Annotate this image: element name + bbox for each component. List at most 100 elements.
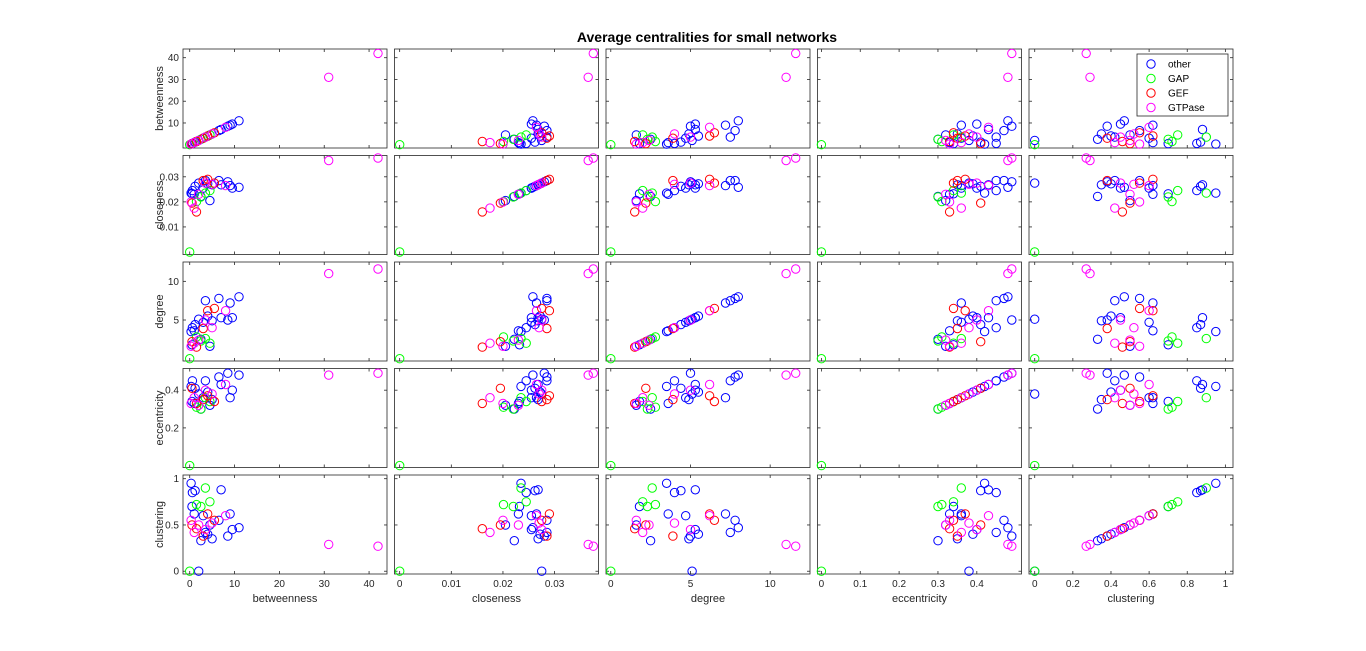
point-other (676, 486, 686, 496)
y-tick-label: 1 (173, 474, 179, 485)
point-gef (477, 398, 487, 409)
legend: other GAP GEF GTPase (1136, 53, 1229, 117)
point-gtpase (531, 122, 542, 133)
point-other (531, 298, 542, 308)
x-tick-label: 20 (274, 579, 286, 590)
point-gap (1163, 501, 1173, 512)
point-gef (544, 131, 555, 141)
panel-closeness-vs-clustering (1028, 153, 1234, 257)
point-other (979, 326, 990, 337)
point-other (999, 515, 1009, 525)
point-gtpase (534, 389, 544, 399)
panel-frame (605, 261, 811, 362)
point-other (1003, 292, 1013, 302)
y-tick-label: 10 (168, 118, 180, 129)
point-gap (185, 460, 195, 471)
point-gtpase (791, 541, 801, 551)
point-gtpase (498, 398, 508, 409)
point-other (225, 298, 235, 308)
x-tick-label: 0.01 (442, 579, 462, 590)
legend-box (1136, 53, 1229, 117)
point-other (187, 340, 197, 350)
point-gtpase (373, 153, 383, 163)
point-other (1110, 376, 1120, 386)
point-gtpase (537, 132, 547, 142)
point-gtpase (1081, 368, 1091, 378)
point-other (214, 293, 224, 304)
point-gtpase (513, 335, 524, 345)
point-other (234, 370, 244, 380)
point-gtpase (1129, 323, 1139, 333)
point-other (684, 534, 694, 544)
point-other (1197, 313, 1208, 323)
panel-frame (605, 48, 811, 149)
point-gap (516, 483, 526, 493)
point-gap (933, 501, 943, 512)
point-gtpase (941, 400, 951, 410)
point-gtpase (983, 122, 994, 133)
point-gtpase (373, 48, 383, 59)
point-other (196, 536, 206, 546)
point-gtpase (791, 368, 801, 378)
panel-clustering-vs-betweenness: 0 10 20 30 40 0 0.5 1 (165, 474, 388, 590)
point-gef (1117, 136, 1128, 147)
point-gtpase (531, 379, 542, 390)
point-gtpase (186, 197, 196, 207)
point-other (500, 520, 511, 530)
point-gef (537, 303, 547, 314)
point-other (933, 536, 943, 546)
point-gtpase (1115, 132, 1126, 142)
point-other (1197, 124, 1208, 135)
point-gef (641, 198, 651, 208)
point-other (542, 376, 552, 386)
point-other (200, 296, 211, 306)
point-other (663, 509, 673, 519)
point-other (663, 326, 673, 336)
point-gtpase (1144, 306, 1154, 316)
point-other (521, 323, 531, 333)
point-gap (606, 566, 616, 576)
panel-frame (817, 261, 1022, 362)
point-other (1197, 180, 1208, 190)
point-gtpase (781, 539, 791, 550)
point-gtpase (1085, 72, 1095, 83)
x-axis-label-clustering: clustering (1107, 593, 1154, 605)
point-other (234, 523, 244, 533)
point-other (685, 531, 696, 541)
point-gtpase (498, 515, 508, 525)
point-gtpase (1134, 341, 1145, 351)
point-gtpase (638, 338, 648, 348)
point-gtpase (964, 129, 974, 139)
point-gap (1201, 333, 1212, 344)
point-gtpase (631, 398, 641, 409)
point-gef (709, 178, 720, 188)
point-other (227, 524, 238, 535)
point-other (676, 383, 686, 393)
point-gap (516, 132, 526, 142)
panel-eccentricity-vs-degree (605, 368, 811, 471)
point-other (207, 534, 217, 544)
point-gef (952, 323, 963, 334)
point-gef (477, 524, 487, 534)
point-gtpase (669, 518, 680, 528)
point-gtpase (1007, 264, 1017, 274)
point-gtpase (1134, 197, 1145, 207)
point-other (1125, 341, 1135, 351)
point-other (669, 487, 680, 498)
point-gtpase (534, 129, 544, 139)
point-gtpase (220, 306, 231, 316)
point-other (720, 509, 731, 519)
x-tick-label: 0.03 (545, 579, 565, 590)
point-gtpase (956, 203, 966, 213)
point-gef (542, 531, 552, 541)
point-gtpase (983, 379, 994, 390)
point-gtpase (1110, 338, 1120, 348)
point-gtpase (186, 515, 196, 525)
x-tick-label: 5 (688, 579, 694, 590)
panel-degree-vs-closeness (394, 261, 599, 364)
point-gtpase (220, 122, 231, 133)
point-other (964, 566, 974, 576)
point-other (526, 511, 537, 521)
point-other (983, 485, 994, 495)
point-gtpase (200, 524, 211, 535)
